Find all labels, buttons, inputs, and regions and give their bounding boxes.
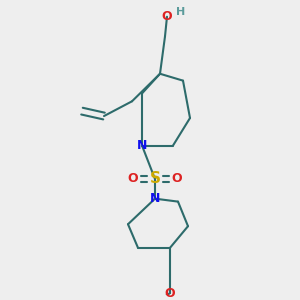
Text: N: N <box>150 192 160 205</box>
Text: N: N <box>137 139 147 152</box>
Text: O: O <box>172 172 182 185</box>
Text: H: H <box>176 7 186 17</box>
Text: O: O <box>162 10 172 23</box>
Text: O: O <box>128 172 138 185</box>
Text: O: O <box>165 286 175 300</box>
Text: S: S <box>149 172 161 187</box>
